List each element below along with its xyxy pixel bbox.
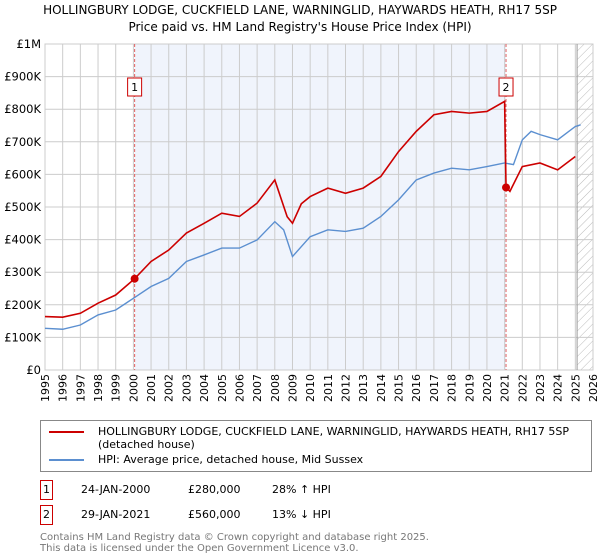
y-tick-label: £100K — [4, 330, 41, 344]
hpi-line — [44, 124, 581, 330]
sale-label: 1 — [131, 81, 138, 94]
legend-label: HPI: Average price, detached house, Mid … — [98, 453, 364, 466]
sale-date: 29-JAN-2021 — [81, 508, 151, 521]
x-tick-label: 2024 — [552, 374, 565, 402]
y-tick-label: £300K — [4, 265, 41, 279]
x-tick-label: 2014 — [375, 374, 388, 402]
x-tick-label: 1995 — [39, 374, 52, 402]
y-tick-label: £800K — [4, 102, 41, 116]
x-tick-label: 2008 — [269, 374, 282, 402]
sale-date: 24-JAN-2000 — [81, 483, 151, 496]
x-tick-label: 2023 — [534, 374, 547, 402]
legend-item-hpi: HPI: Average price, detached house, Mid … — [41, 452, 591, 468]
x-tick-label: 2004 — [198, 374, 211, 402]
footer-line-1: Contains HM Land Registry data © Crown c… — [40, 532, 429, 543]
sale-label: 2 — [503, 81, 510, 94]
y-tick-label: £700K — [4, 135, 41, 149]
footer: Contains HM Land Registry data © Crown c… — [40, 532, 429, 554]
x-tick-label: 2006 — [233, 374, 246, 402]
sale-marker-label: 1 — [40, 480, 53, 500]
y-tick-label: £0 — [26, 363, 41, 377]
x-tick-label: 2025 — [569, 374, 582, 402]
sale-marker-label: 2 — [40, 505, 53, 525]
property-line — [44, 100, 576, 318]
x-tick-label: 2012 — [340, 374, 353, 402]
x-tick-label: 2011 — [322, 374, 335, 402]
y-tick-label: £500K — [4, 200, 41, 214]
legend-swatch-blue — [49, 459, 84, 461]
x-tick-label: 2010 — [304, 374, 317, 402]
y-tick-label: £900K — [4, 70, 41, 84]
x-tick-label: 2018 — [446, 374, 459, 402]
sale-hpi-diff: 13% ↓ HPI — [272, 508, 331, 521]
x-tick-label: 2013 — [357, 374, 370, 402]
x-tick-label: 2026 — [587, 374, 600, 402]
x-tick-label: 2022 — [516, 374, 529, 402]
x-tick-label: 2002 — [163, 374, 176, 402]
x-tick-label: 2016 — [410, 374, 423, 402]
price-chart: 1995 1996 1997 1998 1999 2000 2001 2002 2003 2004… — [4, 37, 600, 402]
legend-swatch-red — [49, 431, 84, 433]
sale-label-box — [127, 77, 143, 97]
sale-price: £280,000 — [188, 483, 241, 496]
x-tick-label: 2005 — [216, 374, 229, 402]
sale-label-box — [498, 77, 514, 97]
x-tick-label: 2015 — [393, 374, 406, 402]
legend-label: HOLLINGBURY LODGE, CUCKFIELD LANE, WARNI… — [98, 425, 570, 451]
sale-point — [130, 274, 139, 283]
y-tick-label: £200K — [4, 298, 41, 312]
chart-subtitle: Price paid vs. HM Land Registry's House … — [128, 20, 472, 34]
x-tick-label: 2019 — [463, 374, 476, 402]
y-tick-label: £600K — [4, 167, 41, 181]
y-tick-label: £1M — [16, 37, 41, 51]
x-tick-label: 2017 — [428, 374, 441, 402]
sale-row-2: 2 29-JAN-2021 £560,000 13% ↓ HPI — [40, 505, 592, 525]
x-tick-label: 2007 — [251, 374, 264, 402]
x-tick-label: 2000 — [127, 374, 140, 402]
sale-hpi-diff: 28% ↑ HPI — [272, 483, 331, 496]
footer-line-2: This data is licensed under the Open Gov… — [40, 543, 359, 554]
x-tick-label: 2021 — [499, 374, 512, 402]
x-tick-label: 2009 — [286, 374, 299, 402]
x-tick-label: 1996 — [57, 374, 70, 402]
sale-row-1: 1 24-JAN-2000 £280,000 28% ↑ HPI — [40, 480, 592, 500]
x-tick-label: 2020 — [481, 374, 494, 402]
x-tick-label: 1997 — [74, 374, 87, 402]
legend-item-property: HOLLINGBURY LODGE, CUCKFIELD LANE, WARNI… — [41, 424, 591, 452]
sale-point — [502, 183, 511, 192]
x-tick-label: 1998 — [92, 374, 105, 402]
y-tick-label: £400K — [4, 233, 41, 247]
legend: HOLLINGBURY LODGE, CUCKFIELD LANE, WARNI… — [40, 420, 592, 472]
sale-price: £560,000 — [188, 508, 241, 521]
x-tick-label: 2003 — [180, 374, 193, 402]
chart-title: HOLLINGBURY LODGE, CUCKFIELD LANE, WARNI… — [43, 3, 557, 17]
x-tick-label: 1999 — [110, 374, 123, 402]
x-tick-label: 2001 — [145, 374, 158, 402]
